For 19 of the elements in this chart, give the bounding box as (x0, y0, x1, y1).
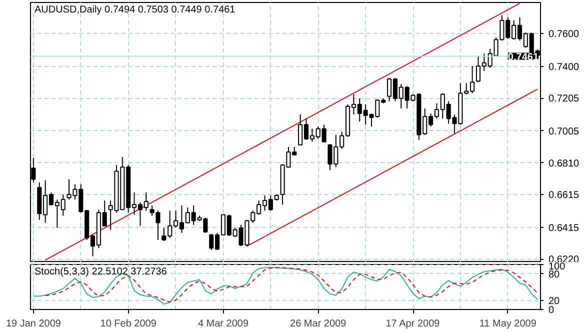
ref-line-label: 0.7461 (508, 52, 539, 63)
y-tick-label: 20 (548, 296, 560, 308)
y-tick-label: 0.6415 (548, 222, 580, 234)
y-tick-label: 0 (548, 305, 554, 316)
x-tick-label: 17 Apr 2009 (386, 318, 440, 330)
chart-title: AUDUSD,Daily 0.7494 0.7503 0.7449 0.7461 (34, 4, 236, 16)
x-tick-label: 4 Mar 2009 (198, 318, 249, 330)
y-tick-label: 0.7600 (548, 29, 580, 40)
x-tick-label: 26 Mar 2009 (290, 318, 347, 330)
y-tick-label: 80 (548, 269, 560, 280)
y-tick-label: 0.6615 (548, 190, 580, 202)
y-tick-label: 0.6810 (548, 158, 580, 170)
x-tick-label: 10 Feb 2009 (100, 318, 157, 330)
y-tick-label: 0.7400 (548, 62, 580, 73)
y-tick-label: 0.7205 (548, 94, 580, 105)
y-tick-label: 0.7005 (548, 126, 580, 138)
x-tick-label: 19 Jan 2009 (6, 318, 62, 330)
x-tick-label: 11 May 2009 (479, 318, 537, 330)
chart-title: Stoch(5,3,3) 22.5102 37.2736 (34, 266, 168, 278)
